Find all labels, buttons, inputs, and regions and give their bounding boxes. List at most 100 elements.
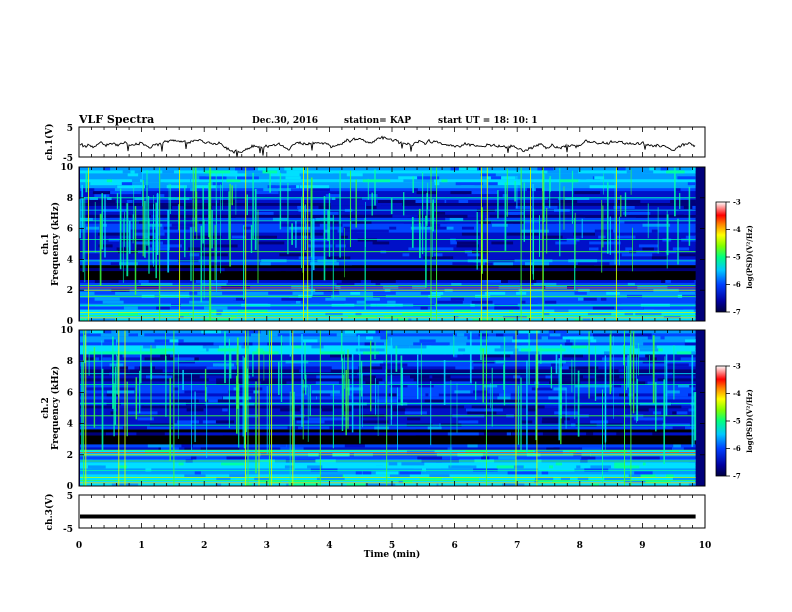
spectrogram-texture: [181, 387, 188, 391]
spectrogram-texture: [267, 300, 291, 304]
spectrogram-texture: [201, 330, 221, 334]
spectrogram-band: [80, 360, 696, 364]
spectrogram-texture: [541, 184, 554, 189]
spectrogram-texture: [386, 333, 392, 337]
spectrogram-texture: [583, 211, 606, 215]
spectrogram-texture: [652, 336, 661, 340]
spectrogram-band: [80, 261, 696, 266]
spectrogram-texture: [175, 255, 205, 260]
spectrogram-texture: [559, 178, 579, 183]
spectrogram-texture: [196, 291, 219, 295]
spectrogram-texture: [210, 172, 239, 177]
spectrogram-texture: [424, 399, 445, 403]
x-tick-label: 4: [326, 541, 332, 551]
spectrogram-band: [80, 187, 696, 192]
spectrogram-texture: [88, 214, 110, 218]
spectrogram-texture: [474, 369, 495, 373]
spectrogram-texture: [165, 172, 175, 177]
spectrogram-texture: [102, 357, 112, 361]
spectrogram-texture: [659, 303, 670, 307]
spectrogram-texture: [496, 465, 525, 469]
spectrogram-texture: [362, 178, 391, 183]
colorbar-tick-label: -3: [733, 362, 741, 371]
y-tick-label: 4: [67, 420, 73, 430]
spectrogram-texture: [568, 366, 599, 370]
colorbar-tick-label: -6: [733, 444, 741, 453]
spectrogram-texture: [663, 315, 681, 319]
spectrogram-band: [80, 435, 696, 439]
spectrogram-texture: [370, 279, 396, 283]
spectrogram-texture: [638, 244, 659, 248]
spectrogram-texture: [246, 172, 271, 177]
spectrogram-texture: [346, 447, 353, 451]
spectrogram-texture: [694, 202, 696, 206]
spectrogram-texture: [434, 211, 446, 215]
spectrogram-texture: [437, 417, 461, 421]
spectrogram-texture: [535, 477, 554, 481]
spectrogram-texture: [334, 261, 352, 266]
spectrogram-texture: [451, 282, 462, 286]
spectrogram-band: [80, 181, 696, 186]
spectrogram-texture: [116, 247, 129, 251]
spectrogram-texture: [81, 187, 94, 192]
spectrogram-texture: [554, 309, 569, 313]
spectrogram-texture: [288, 480, 320, 484]
spectrogram-texture: [520, 229, 549, 233]
spectrogram-texture: [482, 306, 489, 310]
ch3-waveform-ticks: [78, 495, 706, 528]
spectrogram-texture: [112, 193, 117, 198]
colorbar-tick-label: -7: [733, 308, 741, 317]
spectrogram-texture: [460, 172, 469, 177]
spectrogram-texture: [368, 468, 397, 472]
spectrogram-texture: [675, 187, 681, 192]
spectrogram-texture: [371, 462, 398, 466]
spectrogram-texture: [584, 468, 609, 472]
spectrogram-texture: [283, 193, 296, 198]
spectrogram-texture: [275, 181, 291, 186]
spectrogram-texture: [342, 405, 370, 409]
spectrogram-texture: [443, 351, 463, 355]
spectrogram-texture: [618, 199, 641, 203]
spectrogram-texture: [572, 220, 581, 224]
spectrogram-texture: [396, 393, 426, 397]
spectrogram-texture: [590, 420, 609, 424]
spectrogram-band: [80, 214, 696, 218]
spectrogram-texture: [254, 477, 271, 481]
spectrogram-texture: [262, 170, 278, 174]
spectrogram-texture: [188, 247, 203, 251]
spectrogram-texture: [633, 357, 648, 361]
spectrogram-texture: [621, 252, 653, 257]
spectrogram-texture: [404, 411, 427, 415]
spectrogram-texture: [410, 226, 436, 230]
spectrogram-texture: [365, 483, 396, 487]
spectrogram-texture: [268, 291, 293, 295]
spectrogram-texture: [513, 351, 540, 355]
spectrogram-texture: [449, 342, 467, 346]
x-tick-label: 8: [577, 541, 583, 551]
spectrogram-texture: [283, 178, 302, 183]
spectrogram-texture: [94, 297, 120, 301]
spectrogram-texture: [382, 378, 414, 382]
spectrogram-band: [80, 211, 696, 215]
spectrogram-texture: [580, 444, 594, 448]
spectrogram-texture: [672, 247, 690, 251]
spectrogram-texture: [539, 357, 552, 361]
spectrogram-texture: [329, 426, 353, 430]
spectrogram-texture: [150, 318, 163, 322]
spectrogram-texture: [138, 333, 145, 337]
spectrogram-texture: [538, 480, 551, 484]
spectrogram-texture: [181, 444, 193, 448]
spectrogram-texture: [608, 447, 623, 451]
ch2-frequency-ylabel: Frequency (kHz): [50, 366, 61, 450]
spectrogram-texture: [348, 315, 378, 319]
spectrogram-texture: [233, 172, 246, 177]
spectrogram-texture: [261, 333, 271, 337]
spectrogram-texture: [346, 172, 363, 177]
spectrogram-texture: [365, 252, 386, 257]
spectrogram-texture: [406, 399, 419, 403]
spectrogram-texture: [173, 375, 200, 379]
spectrogram-texture: [212, 241, 243, 245]
spectrogram-texture: [163, 456, 191, 460]
spectrogram-texture: [544, 255, 571, 260]
spectrogram-texture: [85, 357, 96, 361]
